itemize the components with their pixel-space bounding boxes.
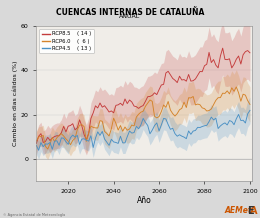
Text: © Agencia Estatal de Meteorología: © Agencia Estatal de Meteorología [3, 213, 65, 217]
Text: A: A [250, 206, 257, 216]
Legend: RCP8.5    ( 14 ), RCP6.0    (  6 ), RCP4.5    ( 13 ): RCP8.5 ( 14 ), RCP6.0 ( 6 ), RCP4.5 ( 13… [39, 29, 94, 53]
Text: CUENCAS INTERNAS DE CATALUÑA: CUENCAS INTERNAS DE CATALUÑA [56, 8, 204, 17]
X-axis label: Año: Año [137, 196, 152, 205]
Text: ANUAL: ANUAL [119, 14, 141, 19]
Text: AEMet: AEMet [225, 206, 252, 215]
Y-axis label: Cambio en dias cálidos (%): Cambio en dias cálidos (%) [12, 61, 18, 146]
Text: E: E [247, 206, 254, 216]
